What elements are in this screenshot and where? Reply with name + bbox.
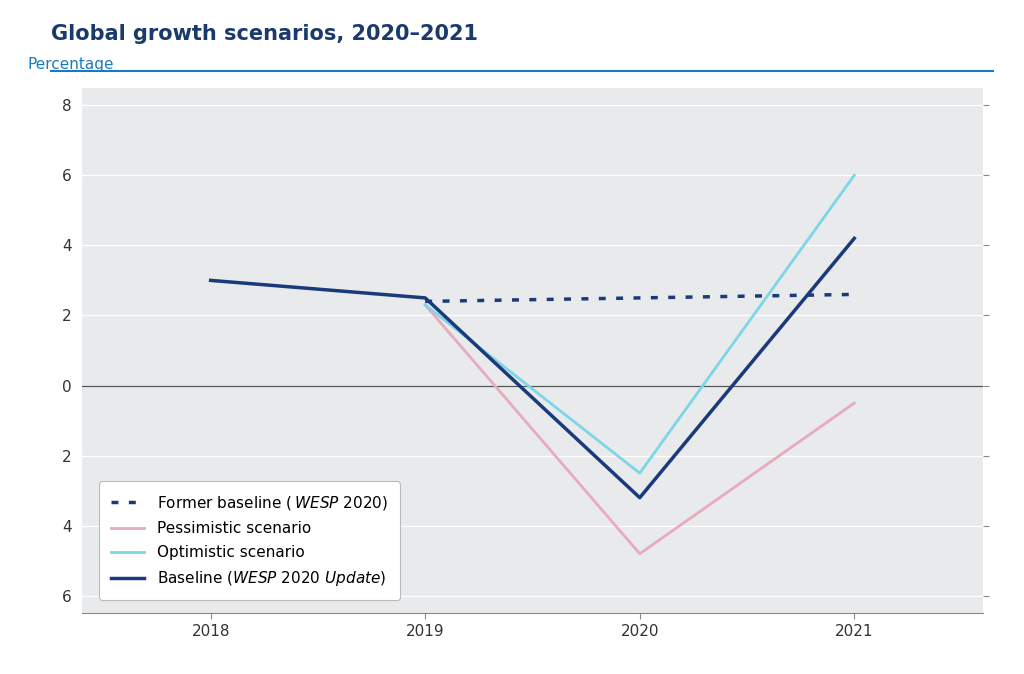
Legend: Former baseline ( ​​$\it{WESP}$ $\it{2020}$), Pessimistic scenario, Optimistic s: Former baseline ( ​​$\it{WESP}$ $\it{202… — [98, 481, 400, 601]
Text: Global growth scenarios, 2020–2021: Global growth scenarios, 2020–2021 — [51, 24, 478, 44]
Text: Percentage: Percentage — [28, 57, 115, 72]
